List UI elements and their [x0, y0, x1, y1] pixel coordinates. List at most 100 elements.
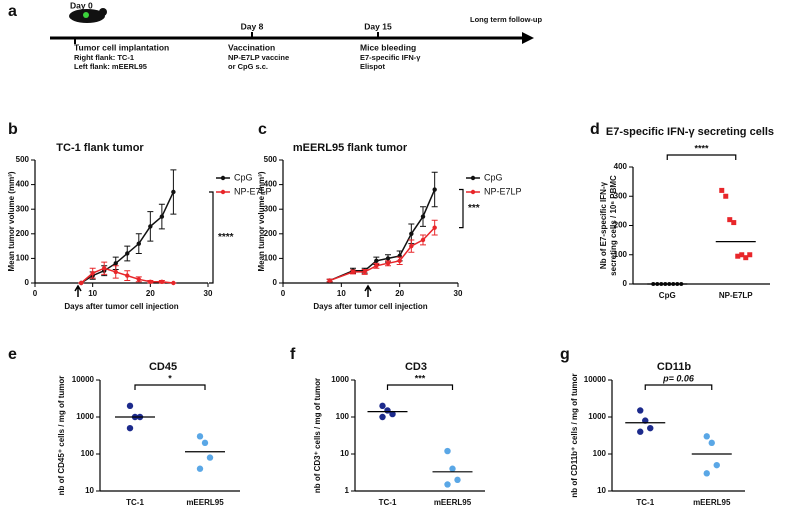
data-point	[723, 193, 729, 199]
x-tick-label: 10	[337, 289, 346, 298]
event-title: Tumor cell implantation	[74, 42, 169, 52]
data-point	[747, 252, 753, 258]
data-point	[708, 439, 715, 447]
event-detail: NP-E7LP vaccine	[228, 53, 289, 62]
y-axis-label: Nb of E7-specific IFN-γ	[599, 181, 608, 269]
data-point	[113, 269, 118, 275]
y-axis-label: Mean tumor volume (mm³)	[7, 171, 16, 271]
y-tick-label: 100	[264, 254, 278, 263]
series-line	[329, 227, 436, 282]
y-tick-label: 100	[593, 449, 607, 458]
y-tick-label: 1000	[588, 412, 606, 421]
data-point	[136, 241, 141, 246]
timeline: a Day 0 Day 8 Day 15 Long term follow-up…	[8, 0, 542, 71]
data-point	[113, 261, 118, 266]
data-point	[731, 220, 737, 226]
event-detail: or CpG s.c.	[228, 62, 268, 71]
y-axis-label: nb of CD3⁺ cells / mg of tumor	[313, 378, 322, 493]
data-point	[171, 189, 176, 195]
panel-label: a	[8, 3, 17, 20]
data-point	[125, 251, 130, 256]
data-point	[136, 277, 141, 282]
series-line	[329, 189, 436, 282]
legend-marker	[220, 189, 226, 195]
x-tick-label: mEERL95	[186, 498, 224, 507]
y-tick-label: 1000	[76, 412, 94, 421]
data-point	[727, 217, 733, 223]
mouse-icon	[99, 8, 107, 16]
legend-marker	[470, 189, 476, 195]
y-tick-label: 300	[614, 191, 628, 200]
event-detail: Elispot	[360, 62, 386, 71]
significance-label: ***	[468, 203, 480, 214]
y-tick-label: 400	[264, 180, 278, 189]
y-tick-label: 100	[614, 250, 628, 259]
data-point	[735, 253, 741, 259]
y-tick-label: 300	[264, 204, 278, 213]
data-point	[171, 280, 176, 286]
panel-label: g	[560, 346, 570, 363]
data-point	[148, 224, 153, 229]
data-point	[409, 231, 414, 236]
y-tick-label: 400	[16, 180, 30, 189]
event-detail: Right flank: TC-1	[74, 53, 134, 62]
data-point	[385, 256, 391, 261]
data-point	[148, 279, 153, 284]
data-point	[379, 402, 386, 410]
y-tick-label: 1000	[331, 375, 349, 384]
y-tick-label: 10	[340, 449, 349, 458]
significance-label: ****	[218, 232, 234, 243]
x-tick-label: 20	[146, 289, 155, 298]
x-axis-label: Days after tumor cell injection	[64, 302, 178, 311]
data-point	[126, 424, 134, 432]
legend-marker	[220, 175, 226, 181]
y-tick-label: 200	[16, 229, 30, 238]
significance-label: p= 0.06	[662, 373, 695, 383]
significance-bracket	[386, 384, 454, 390]
timeline-arrow	[522, 32, 534, 44]
y-tick-label: 10000	[584, 375, 607, 384]
significance-bracket	[134, 384, 206, 390]
y-tick-label: 100	[336, 412, 350, 421]
legend-label: NP-E7LP	[234, 186, 272, 196]
chart-title: mEERL95 flank tumor	[293, 142, 408, 154]
significance-label: ***	[415, 373, 426, 383]
data-point	[374, 263, 379, 268]
day-label: Day 8	[241, 21, 264, 31]
x-tick-label: 0	[281, 289, 286, 298]
x-tick-label: 10	[88, 289, 97, 298]
significance-bracket	[459, 188, 464, 229]
y-axis-label: Mean tumor volume (mm³)	[257, 171, 266, 271]
data-point	[125, 273, 130, 278]
data-point	[379, 413, 386, 421]
data-point	[420, 214, 426, 219]
y-tick-label: 500	[16, 155, 30, 164]
significance-bracket	[666, 154, 737, 160]
y-axis-label: nb of CD45⁺ cells / mg of tumor	[57, 376, 66, 496]
x-tick-label: TC-1	[636, 498, 654, 507]
panel-label: d	[590, 121, 600, 138]
y-tick-label: 0	[25, 278, 30, 287]
data-point	[703, 433, 710, 440]
y-tick-label: 10	[597, 486, 606, 495]
data-point	[397, 258, 402, 264]
legend-label: CpG	[484, 172, 503, 182]
y-tick-label: 200	[614, 221, 628, 230]
x-axis-label: Days after tumor cell injection	[313, 302, 427, 311]
event-title: Mice bleeding	[360, 42, 416, 52]
y-tick-label: 300	[16, 204, 30, 213]
data-point	[637, 407, 644, 414]
follow-up-label: Long term follow-up	[470, 15, 542, 24]
panel-label: c	[258, 121, 267, 138]
chart-title: CD11b	[657, 361, 692, 373]
y-tick-label: 100	[81, 449, 95, 458]
event-title: Vaccination	[228, 42, 275, 52]
x-tick-label: CpG	[659, 291, 676, 300]
x-tick-label: TC-1	[379, 498, 397, 507]
data-point	[159, 214, 165, 219]
data-point	[206, 454, 214, 461]
y-tick-label: 10	[85, 486, 94, 495]
data-point	[432, 187, 437, 192]
significance-label: ****	[694, 143, 709, 153]
data-point	[196, 465, 204, 472]
